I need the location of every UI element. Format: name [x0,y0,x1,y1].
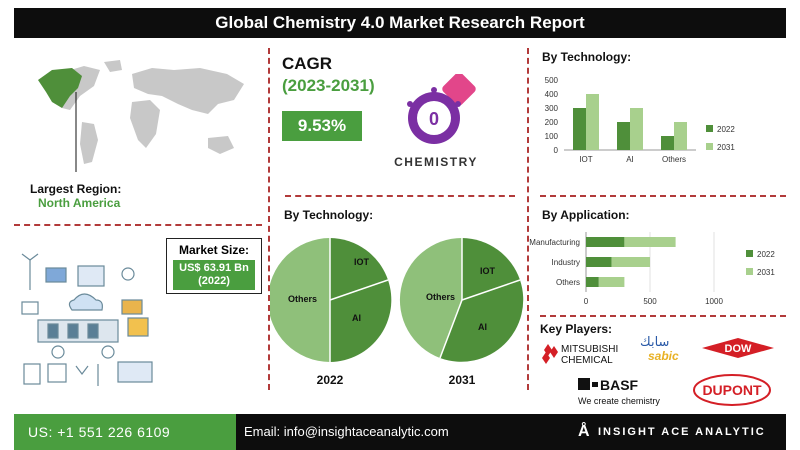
market-size-year: (2022) [198,275,230,287]
app-bar-Industry-2022 [586,257,612,267]
tech-legend-swatch-2031 [706,143,713,150]
dow-logo: DOW [702,338,774,358]
cagr-value: 9.53% [282,111,362,141]
sabic-arabic: سابك [640,336,669,350]
tech-xtick: IOT [579,155,592,164]
mitsubishi-logo: MITSUBISHI CHEMICAL [542,344,618,366]
app-bar-chart: 0 500 1000 Manufacturing Industry Others 2022 2… [529,232,775,306]
pie-2022-label-others: Others [288,294,317,304]
north-america-region [38,68,82,108]
cagr-period: (2023-2031) [282,76,375,95]
app-legend-2031: 2031 [757,268,775,277]
dow-text: DOW [725,343,753,355]
market-size-value-box: US$ 63.91 Bn (2022) [173,260,255,290]
mitsubishi-text-1: MITSUBISHI [561,344,618,355]
dupont-text: DUPONT [702,382,762,398]
report-title: Global Chemistry 4.0 Market Research Rep… [14,8,786,38]
largest-region-label: Largest Region: [30,182,122,196]
pie-2031-label-others: Others [426,292,455,302]
market-size-label: Market Size: [178,243,250,257]
footer-email[interactable]: Email: info@insightaceanalytic.com [236,414,568,450]
industry-illustration [21,253,153,386]
technology-pie-charts: IOT AI Others 2022 IOT AI Others 2031 [270,237,524,387]
divider-h-left [14,224,262,226]
tech-xtick: Others [662,155,686,164]
app-bar-Manufacturing-2022 [586,237,625,247]
cagr-label: CAGR [282,54,333,73]
sabic-text: sabic [648,349,679,363]
tech-legend-2022: 2022 [717,125,735,134]
tech-ytick: 100 [545,132,559,141]
tech-bar-IOT-2022 [573,108,586,150]
tech-legend-2031: 2031 [717,143,735,152]
pie-2031-slice-others [399,237,462,358]
divider-right [527,48,529,390]
pie-2022-label-ai: AI [352,313,361,323]
divider-h-right [540,195,786,197]
app-bar-Manufacturing-2031 [624,237,676,247]
tech-bar-Others-2031 [674,122,687,150]
pie-2022-slice-ai [330,280,392,362]
chemistry-logo-icon: 0 CHEMISTRY [394,74,478,169]
app-bar-Others-2031 [598,277,625,287]
divider-h-mid [285,195,515,197]
brand-text: INSIGHT ACE ANALYTIC [598,426,766,438]
logo-text: CHEMISTRY [394,155,478,169]
app-bar-Industry-2031 [611,257,650,267]
market-size-value: US$ 63.91 Bn [179,262,249,274]
tech-xtick: AI [626,155,634,164]
app-xtick: 500 [643,297,657,306]
tech-bar-title: By Technology: [542,50,632,64]
pie-2031-label-ai: AI [478,322,487,332]
tech-bar-chart: 0 100 200 300 400 500 IOT AI Others 2022 2031 [545,76,736,164]
app-legend-swatch-2022 [746,250,753,257]
tech-bar-IOT-2031 [586,94,599,150]
tech-bar-Others-2022 [661,136,674,150]
pie-2031-slice-ai [440,280,524,362]
tech-ytick: 0 [554,146,559,155]
pie-2022-year: 2022 [317,373,344,387]
basf-logo: BASF We create chemistry [578,377,660,406]
key-players-title: Key Players: [540,322,613,336]
pie-2031-year: 2031 [449,373,476,387]
app-ytick: Others [556,278,580,287]
app-ytick: Manufacturing [529,238,580,247]
sabic-logo: سابك sabic [640,336,679,363]
app-xtick: 1000 [705,297,723,306]
tech-ytick: 400 [545,90,559,99]
key-player-logos: MITSUBISHI CHEMICAL سابك sabic DOW BASF … [542,336,774,406]
tech-bar-AI-2031 [630,108,643,150]
divider-left [268,48,270,390]
basf-text: BASF [600,377,639,393]
app-legend-2022: 2022 [757,250,775,259]
footer-phone[interactable]: US: +1 551 226 6109 [14,414,236,450]
tech-ytick: 500 [545,76,559,85]
footer-brand: Å INSIGHT ACE ANALYTIC [568,414,786,450]
pie-2031: IOT AI Others 2031 [399,237,524,387]
tech-legend-swatch-2022 [706,125,713,132]
app-bar-Others-2022 [586,277,599,287]
pie-section-title: By Technology: [284,208,374,222]
logo-letter: 0 [429,109,439,129]
app-legend-swatch-2031 [746,268,753,275]
world-map [38,60,244,172]
pie-2031-label-iot: IOT [480,266,496,276]
tech-ytick: 200 [545,118,559,127]
dupont-logo: DUPONT [693,374,771,406]
tech-ytick: 300 [545,104,559,113]
basf-tagline: We create chemistry [578,396,660,406]
market-size-card: Market Size: US$ 63.91 Bn (2022) [166,238,262,294]
mitsubishi-text-2: CHEMICAL [561,355,613,366]
brand-logo-icon: Å [578,423,590,440]
pie-2022: IOT AI Others 2022 [270,238,392,387]
pie-2022-label-iot: IOT [354,257,370,267]
tech-bar-AI-2022 [617,122,630,150]
divider-h-right2 [540,315,786,317]
app-bar-title: By Application: [542,208,630,222]
pie-2022-slice-others [270,238,330,362]
app-xtick: 0 [584,297,589,306]
app-ytick: Industry [552,258,580,267]
largest-region-value: North America [38,196,121,210]
